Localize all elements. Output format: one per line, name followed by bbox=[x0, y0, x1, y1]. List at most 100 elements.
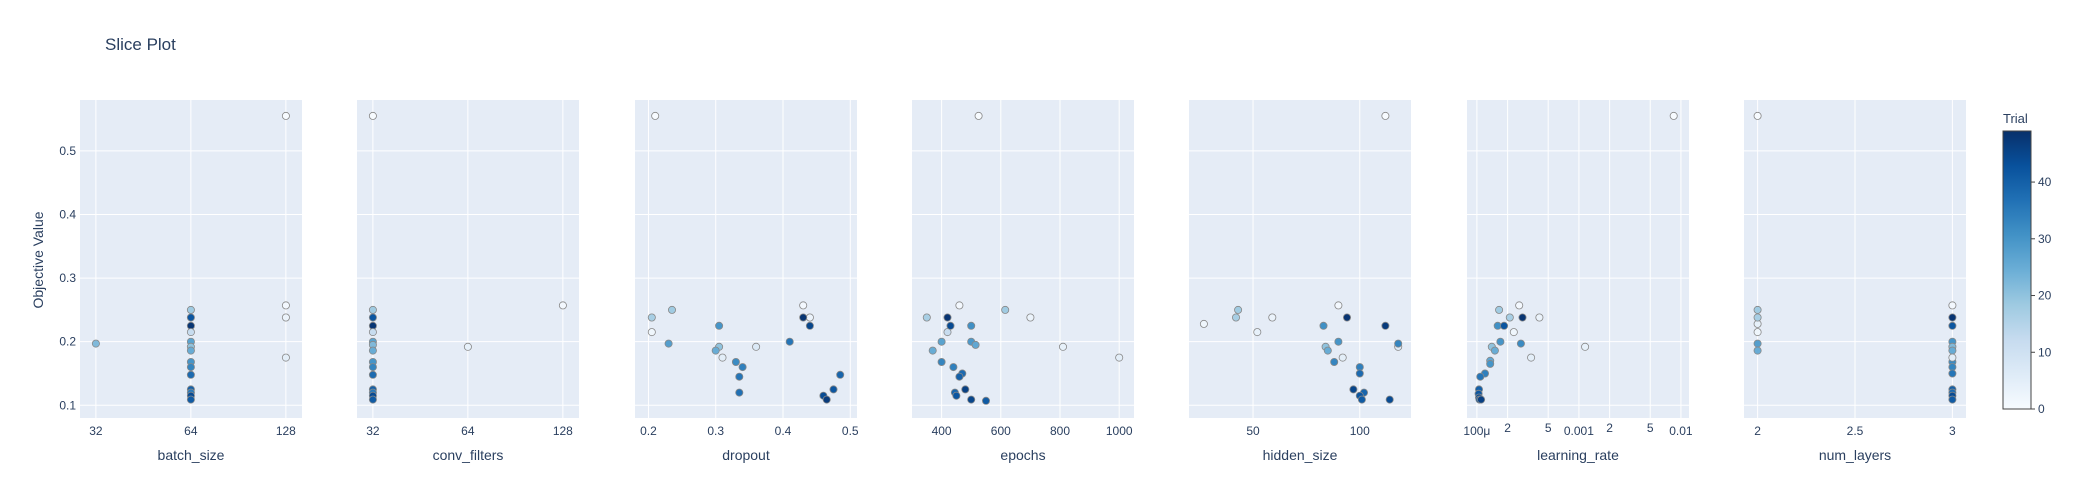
trial-point[interactable] bbox=[368, 313, 377, 322]
trial-point[interactable] bbox=[1948, 346, 1957, 355]
trial-point[interactable] bbox=[1535, 313, 1544, 322]
trial-point[interactable] bbox=[836, 370, 845, 379]
trial-point[interactable] bbox=[805, 321, 814, 330]
trial-point[interactable] bbox=[1319, 321, 1328, 330]
trial-point[interactable] bbox=[1518, 313, 1527, 322]
trial-point[interactable] bbox=[668, 305, 677, 314]
trial-point[interactable] bbox=[186, 363, 195, 372]
trial-point[interactable] bbox=[281, 111, 290, 120]
trial-point[interactable] bbox=[943, 313, 952, 322]
trial-point[interactable] bbox=[1495, 305, 1504, 314]
trial-point[interactable] bbox=[281, 313, 290, 322]
trial-point[interactable] bbox=[711, 346, 720, 355]
trial-point[interactable] bbox=[1500, 321, 1509, 330]
trial-point[interactable] bbox=[1001, 305, 1010, 314]
trial-point[interactable] bbox=[1234, 305, 1243, 314]
trial-point[interactable] bbox=[974, 111, 983, 120]
trial-point[interactable] bbox=[558, 301, 567, 310]
trial-point[interactable] bbox=[1490, 346, 1499, 355]
trial-point[interactable] bbox=[937, 337, 946, 346]
trial-point[interactable] bbox=[1334, 337, 1343, 346]
trial-point[interactable] bbox=[1330, 357, 1339, 366]
trial-point[interactable] bbox=[664, 339, 673, 348]
trial-point[interactable] bbox=[1476, 372, 1485, 381]
trial-point[interactable] bbox=[1334, 301, 1343, 310]
trial-point[interactable] bbox=[982, 396, 991, 405]
trial-point[interactable] bbox=[368, 328, 377, 337]
trial-point[interactable] bbox=[961, 385, 970, 394]
trial-point[interactable] bbox=[647, 328, 656, 337]
trial-point[interactable] bbox=[715, 321, 724, 330]
trial-point[interactable] bbox=[937, 357, 946, 366]
trial-point[interactable] bbox=[1323, 346, 1332, 355]
trial-point[interactable] bbox=[1948, 395, 1957, 404]
trial-point[interactable] bbox=[1381, 111, 1390, 120]
trial-point[interactable] bbox=[829, 385, 838, 394]
trial-point[interactable] bbox=[281, 353, 290, 362]
trial-point[interactable] bbox=[1515, 301, 1524, 310]
trial-point[interactable] bbox=[785, 337, 794, 346]
trial-point[interactable] bbox=[949, 363, 958, 372]
trial-point[interactable] bbox=[955, 372, 964, 381]
trial-point[interactable] bbox=[952, 391, 961, 400]
trial-point[interactable] bbox=[928, 346, 937, 355]
trial-point[interactable] bbox=[955, 301, 964, 310]
trial-point[interactable] bbox=[822, 395, 831, 404]
trial-point[interactable] bbox=[738, 363, 747, 372]
trial-point[interactable] bbox=[186, 395, 195, 404]
trial-point[interactable] bbox=[1355, 369, 1364, 378]
trial-point[interactable] bbox=[1199, 319, 1208, 328]
trial-point[interactable] bbox=[368, 346, 377, 355]
trial-point[interactable] bbox=[186, 370, 195, 379]
trial-point[interactable] bbox=[1115, 353, 1124, 362]
trial-point[interactable] bbox=[1509, 328, 1518, 337]
trial-point[interactable] bbox=[1753, 313, 1762, 322]
trial-point[interactable] bbox=[1948, 313, 1957, 322]
trial-point[interactable] bbox=[186, 328, 195, 337]
trial-point[interactable] bbox=[1948, 353, 1957, 362]
trial-point[interactable] bbox=[971, 340, 980, 349]
trial-point[interactable] bbox=[1059, 342, 1068, 351]
trial-point[interactable] bbox=[368, 305, 377, 314]
trial-point[interactable] bbox=[1343, 313, 1352, 322]
trial-point[interactable] bbox=[1338, 353, 1347, 362]
trial-point[interactable] bbox=[1026, 313, 1035, 322]
trial-point[interactable] bbox=[1505, 313, 1514, 322]
trial-point[interactable] bbox=[186, 313, 195, 322]
trial-point[interactable] bbox=[186, 346, 195, 355]
trial-point[interactable] bbox=[799, 301, 808, 310]
trial-point[interactable] bbox=[1948, 369, 1957, 378]
trial-point[interactable] bbox=[1753, 339, 1762, 348]
trial-point[interactable] bbox=[1268, 313, 1277, 322]
trial-point[interactable] bbox=[1381, 321, 1390, 330]
trial-point[interactable] bbox=[1753, 346, 1762, 355]
trial-point[interactable] bbox=[1486, 359, 1495, 368]
trial-point[interactable] bbox=[1385, 395, 1394, 404]
trial-point[interactable] bbox=[1496, 337, 1505, 346]
trial-point[interactable] bbox=[1349, 385, 1358, 394]
trial-point[interactable] bbox=[805, 313, 814, 322]
trial-point[interactable] bbox=[1527, 353, 1536, 362]
trial-point[interactable] bbox=[1357, 395, 1366, 404]
trial-point[interactable] bbox=[799, 313, 808, 322]
trial-point[interactable] bbox=[368, 370, 377, 379]
trial-point[interactable] bbox=[1477, 395, 1486, 404]
trial-point[interactable] bbox=[752, 342, 761, 351]
trial-point[interactable] bbox=[1753, 111, 1762, 120]
trial-point[interactable] bbox=[647, 313, 656, 322]
trial-point[interactable] bbox=[967, 395, 976, 404]
trial-point[interactable] bbox=[463, 342, 472, 351]
trial-point[interactable] bbox=[922, 313, 931, 322]
trial-point[interactable] bbox=[186, 305, 195, 314]
trial-point[interactable] bbox=[718, 353, 727, 362]
trial-point[interactable] bbox=[946, 321, 955, 330]
trial-point[interactable] bbox=[1948, 321, 1957, 330]
trial-point[interactable] bbox=[735, 388, 744, 397]
trial-point[interactable] bbox=[735, 372, 744, 381]
trial-point[interactable] bbox=[1253, 328, 1262, 337]
trial-point[interactable] bbox=[967, 321, 976, 330]
trial-point[interactable] bbox=[368, 363, 377, 372]
trial-point[interactable] bbox=[943, 328, 952, 337]
trial-point[interactable] bbox=[651, 111, 660, 120]
trial-point[interactable] bbox=[1232, 313, 1241, 322]
